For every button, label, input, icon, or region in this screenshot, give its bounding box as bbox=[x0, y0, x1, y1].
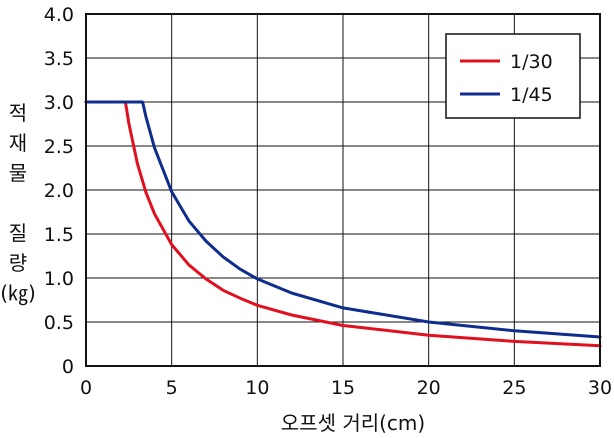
legend-box bbox=[445, 33, 581, 119]
x-tick-label: 25 bbox=[502, 377, 526, 399]
y-axis-title: 적재물 질량 (㎏) bbox=[0, 101, 36, 305]
legend: 1/30 1/45 bbox=[445, 33, 581, 119]
y-axis-title-char: 물 bbox=[9, 161, 27, 185]
y-axis-unit: (㎏) bbox=[0, 281, 36, 305]
y-tick-label: 0 bbox=[62, 356, 74, 378]
legend-label-2: 1/45 bbox=[510, 84, 553, 106]
series-line-2 bbox=[84, 100, 602, 339]
x-tick-label: 5 bbox=[166, 377, 178, 399]
y-tick-label: 2.0 bbox=[44, 180, 74, 202]
plot-frame bbox=[85, 13, 601, 367]
x-tick-label: 30 bbox=[588, 377, 612, 399]
x-tick-label: 20 bbox=[417, 377, 441, 399]
series-lines bbox=[84, 100, 602, 348]
y-tick-label: 1.0 bbox=[44, 268, 74, 290]
y-axis-title-char: 재 bbox=[9, 131, 27, 155]
x-tick-label: 15 bbox=[331, 377, 355, 399]
y-axis-title-char: 적 bbox=[9, 101, 27, 125]
y-tick-label: 0.5 bbox=[44, 312, 74, 334]
x-axis-title: 오프셋 거리(cm) bbox=[281, 411, 425, 435]
y-axis-title-char: 량 bbox=[9, 251, 27, 275]
y-tick-label: 4.0 bbox=[44, 4, 74, 26]
legend-label-1: 1/30 bbox=[510, 51, 553, 73]
x-tick-label: 10 bbox=[245, 377, 269, 399]
y-tick-labels: 0 0.5 1.0 1.5 2.0 2.5 3.0 3.5 4.0 bbox=[44, 4, 74, 378]
y-tick-label: 3.5 bbox=[44, 48, 74, 70]
y-tick-label: 3.0 bbox=[44, 92, 74, 114]
y-tick-label: 1.5 bbox=[44, 224, 74, 246]
y-axis-title-char: 질 bbox=[9, 221, 27, 245]
y-tick-label: 2.5 bbox=[44, 136, 74, 158]
x-tick-label: 0 bbox=[80, 377, 92, 399]
x-tick-labels: 0 5 10 15 20 25 30 bbox=[80, 377, 612, 399]
series-line-1 bbox=[84, 100, 602, 348]
